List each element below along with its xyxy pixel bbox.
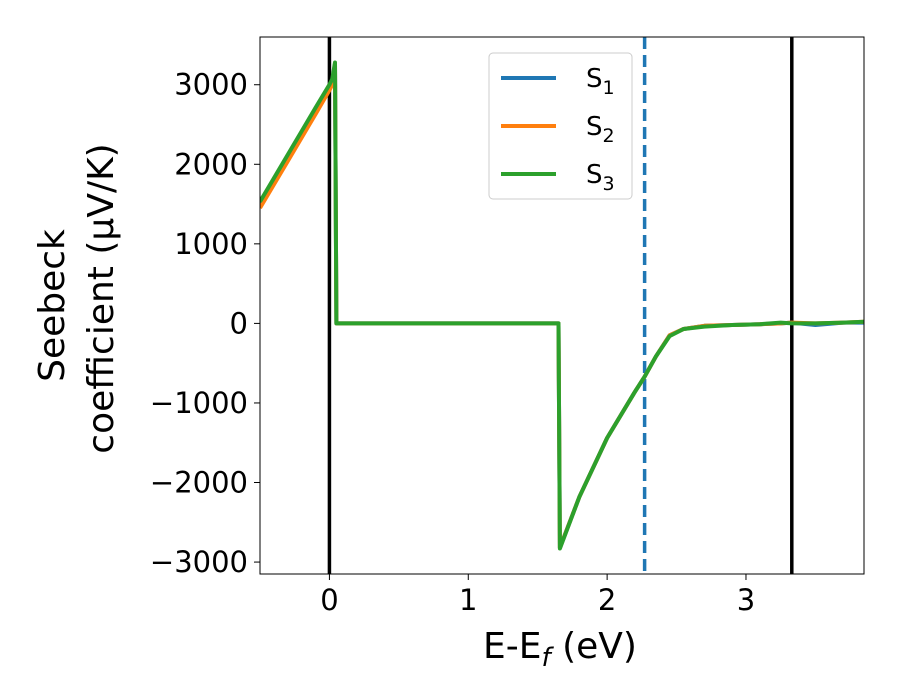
y-tick-label: −3000 xyxy=(150,545,248,579)
legend-label-sub: 2 xyxy=(603,125,615,147)
legend-label-s3: S3 xyxy=(586,160,615,195)
y-tick-label: −1000 xyxy=(150,386,248,420)
x-axis-label-main: E-E xyxy=(483,626,541,667)
ticks: 0 1 2 3 3000 2000 1000 0 −1000 −2000 −3000 xyxy=(150,68,755,617)
y-tick-label: 2000 xyxy=(174,147,248,181)
x-tick-label: 3 xyxy=(737,583,755,617)
legend-label-sub: 1 xyxy=(603,77,615,99)
axes-frame xyxy=(259,36,865,575)
y-tick-label: −2000 xyxy=(150,466,248,500)
series-line-s3 xyxy=(260,60,864,551)
y-tick-label: 3000 xyxy=(174,68,248,102)
y-tick-label: 1000 xyxy=(174,227,248,261)
y-axis-label: Seebeck coefficient (μV/K) xyxy=(32,143,122,453)
legend-label-main: S xyxy=(586,64,603,94)
x-tick-label: 1 xyxy=(459,583,477,617)
legend-label-sub: 3 xyxy=(603,173,615,195)
x-axis-label-unit: (eV) xyxy=(551,626,637,667)
x-axis-label: E-Ef (eV) xyxy=(483,626,637,673)
legend-label-s2: S2 xyxy=(586,112,615,147)
legend-label-main: S xyxy=(586,160,603,190)
legend-box xyxy=(488,52,633,200)
legend-label-main: S xyxy=(586,112,603,142)
plot-lines xyxy=(260,37,864,574)
y-tick-label: 0 xyxy=(230,306,248,340)
y-axis-label-line1: Seebeck xyxy=(32,229,73,382)
x-tick-label: 2 xyxy=(598,583,616,617)
legend-label-s1: S1 xyxy=(586,64,615,99)
y-axis-label-line2: coefficient (μV/K) xyxy=(81,143,122,453)
x-tick-label: 0 xyxy=(320,583,338,617)
